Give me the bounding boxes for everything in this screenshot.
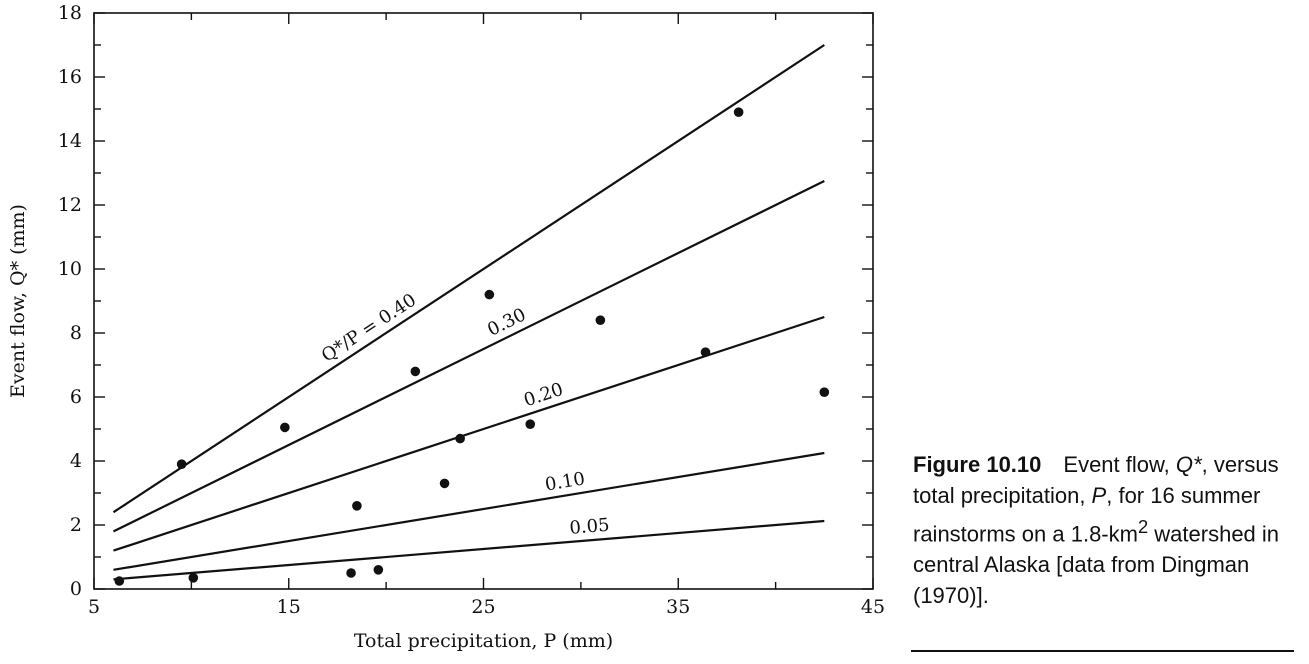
ratio-line: [112, 180, 825, 533]
caption-text-4: watershed in central Alaska [data from D…: [913, 521, 1280, 609]
scatter-chart: 5 15 25 35 45 0 2 4 6 8 10 12 14 16 18 Q*/P = 0.40 0.30…: [7, 2, 885, 652]
y-tick-label: 12: [58, 194, 82, 216]
y-tick-label: 8: [70, 322, 82, 344]
data-point: [352, 501, 362, 511]
figure-caption: Figure 10.10 Event flow, Q*, versus total…: [913, 449, 1303, 611]
ratio-line-label: Q*/P = 0.40: [318, 290, 420, 367]
x-tick-label: 35: [666, 596, 690, 618]
data-point: [733, 107, 744, 117]
data-point: [176, 459, 187, 470]
figure-number: Figure 10.10: [913, 452, 1042, 477]
data-point: [346, 568, 356, 578]
plot-frame: [93, 12, 874, 590]
caption-superscript: 2: [1137, 516, 1149, 537]
ratio-line-label: 0.20: [521, 379, 566, 411]
data-point: [114, 576, 125, 586]
data-point: [280, 422, 290, 433]
data-point: [595, 315, 606, 326]
data-point: [484, 289, 495, 300]
ratio-line-label: 0.10: [544, 468, 587, 495]
y-axis-title: Event flow, Q* (mm): [7, 204, 29, 398]
data-point: [455, 433, 465, 444]
ratio-line: [113, 315, 825, 552]
caption-text-1: Event flow,: [1063, 452, 1176, 477]
x-tick-label: 45: [861, 596, 885, 618]
ratio-line-label: 0.30: [484, 304, 529, 341]
data-point: [525, 419, 536, 430]
data-point: [819, 387, 830, 398]
ratio-line-label: 0.05: [569, 515, 611, 539]
y-tick-label: 6: [70, 386, 82, 408]
data-point: [439, 478, 450, 489]
data-point: [700, 347, 711, 358]
data-points: [114, 107, 830, 586]
x-tick-label: 15: [277, 596, 301, 618]
x-tick-label: 25: [471, 596, 495, 618]
caption-text-3: , for 16 summer rainstorms on a 1.8-km: [913, 483, 1261, 547]
caption-rule: [911, 650, 1294, 652]
ratio-lines: [112, 44, 825, 581]
y-tick-label: 2: [70, 514, 82, 536]
y-tick-label: 18: [58, 2, 82, 24]
data-point: [188, 573, 199, 583]
y-tick-label: 16: [58, 66, 82, 88]
tick-group: 5 15 25 35 45 0 2 4 6 8 10 12 14 16 18: [58, 2, 885, 618]
data-point: [373, 565, 384, 575]
y-tick-label: 14: [58, 130, 82, 152]
axes: [93, 12, 874, 590]
y-tick-label: 0: [70, 578, 82, 600]
data-point: [410, 366, 421, 377]
ratio-line: [112, 44, 825, 514]
x-tick-label: 5: [88, 596, 100, 618]
ratio-line: [113, 451, 825, 571]
caption-text-2: , versus total precipitation,: [913, 452, 1279, 508]
x-axis-title: Total precipitation, P (mm): [354, 630, 613, 652]
caption-q-symbol: Q*: [1175, 452, 1202, 477]
y-tick-label: 4: [70, 450, 82, 472]
caption-p-symbol: P: [1091, 483, 1107, 508]
line-labels: Q*/P = 0.40 0.30 0.20 0.10 0.05: [318, 290, 610, 539]
ratio-line: [113, 519, 825, 581]
y-tick-label: 10: [58, 258, 82, 280]
